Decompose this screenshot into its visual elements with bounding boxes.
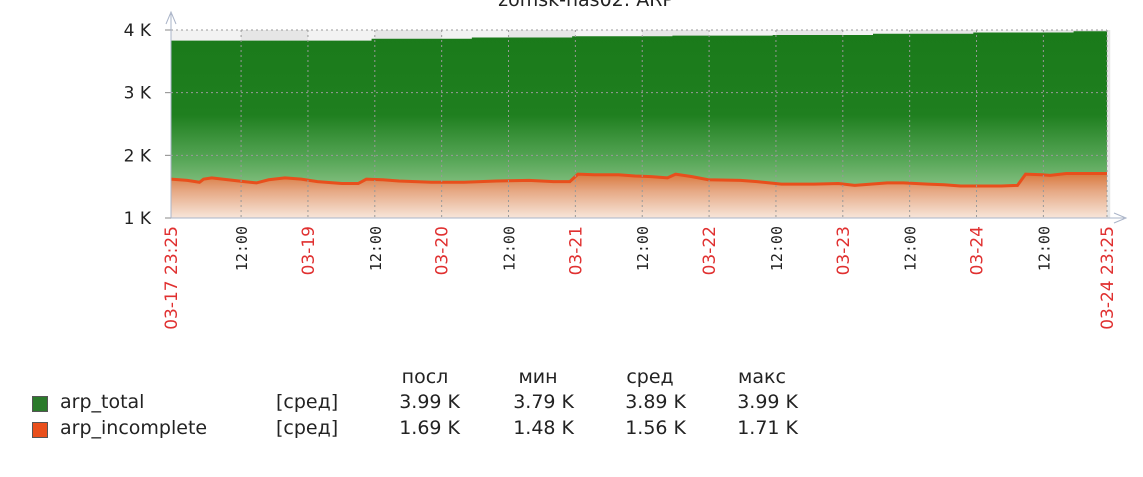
x-tick-label: 03-21 [566, 226, 586, 275]
x-tick-label: 03-22 [700, 226, 720, 275]
x-tick-label: 03-23 [834, 226, 854, 275]
x-tick-label: 12:00 [501, 226, 519, 271]
y-axis-arrow [165, 10, 177, 25]
y-axis-labels: 1 K 2 K 3 K 4 K [124, 21, 152, 229]
y-tick-label: 4 K [124, 21, 152, 41]
y-tick-label: 1 K [124, 209, 152, 229]
series-area-arp-total [171, 30, 1107, 219]
x-tick-label: 12:00 [367, 226, 385, 271]
y-tick-label: 2 K [124, 146, 152, 166]
x-tick-label: 12:00 [233, 226, 251, 271]
x-tick-label: 03-24 [968, 226, 988, 275]
x-tick-label: 12:00 [768, 226, 786, 271]
y-tick-label: 3 K [124, 84, 152, 104]
x-tick-label: 12:00 [902, 226, 920, 271]
chart-title: zomsk-nas02: ARP [498, 0, 674, 11]
x-tick-label: 03-24 23:25 [1098, 226, 1118, 330]
x-tick-label: 03-20 [433, 226, 453, 275]
x-tick-label: 12:00 [1035, 226, 1053, 271]
series-line-arp-incomplete [170, 172, 1107, 188]
x-tick-label: 12:00 [634, 226, 652, 271]
x-tick-label: 03-17 23:25 [162, 226, 182, 330]
x-axis-arrow [1113, 212, 1128, 224]
axes [165, 10, 1128, 224]
x-axis-labels: 03-17 23:25 12:00 03-19 12:00 03-20 12:00 03-2… [162, 226, 1118, 330]
plot-area [170, 30, 1111, 219]
x-tick-label: 03-19 [299, 226, 319, 275]
